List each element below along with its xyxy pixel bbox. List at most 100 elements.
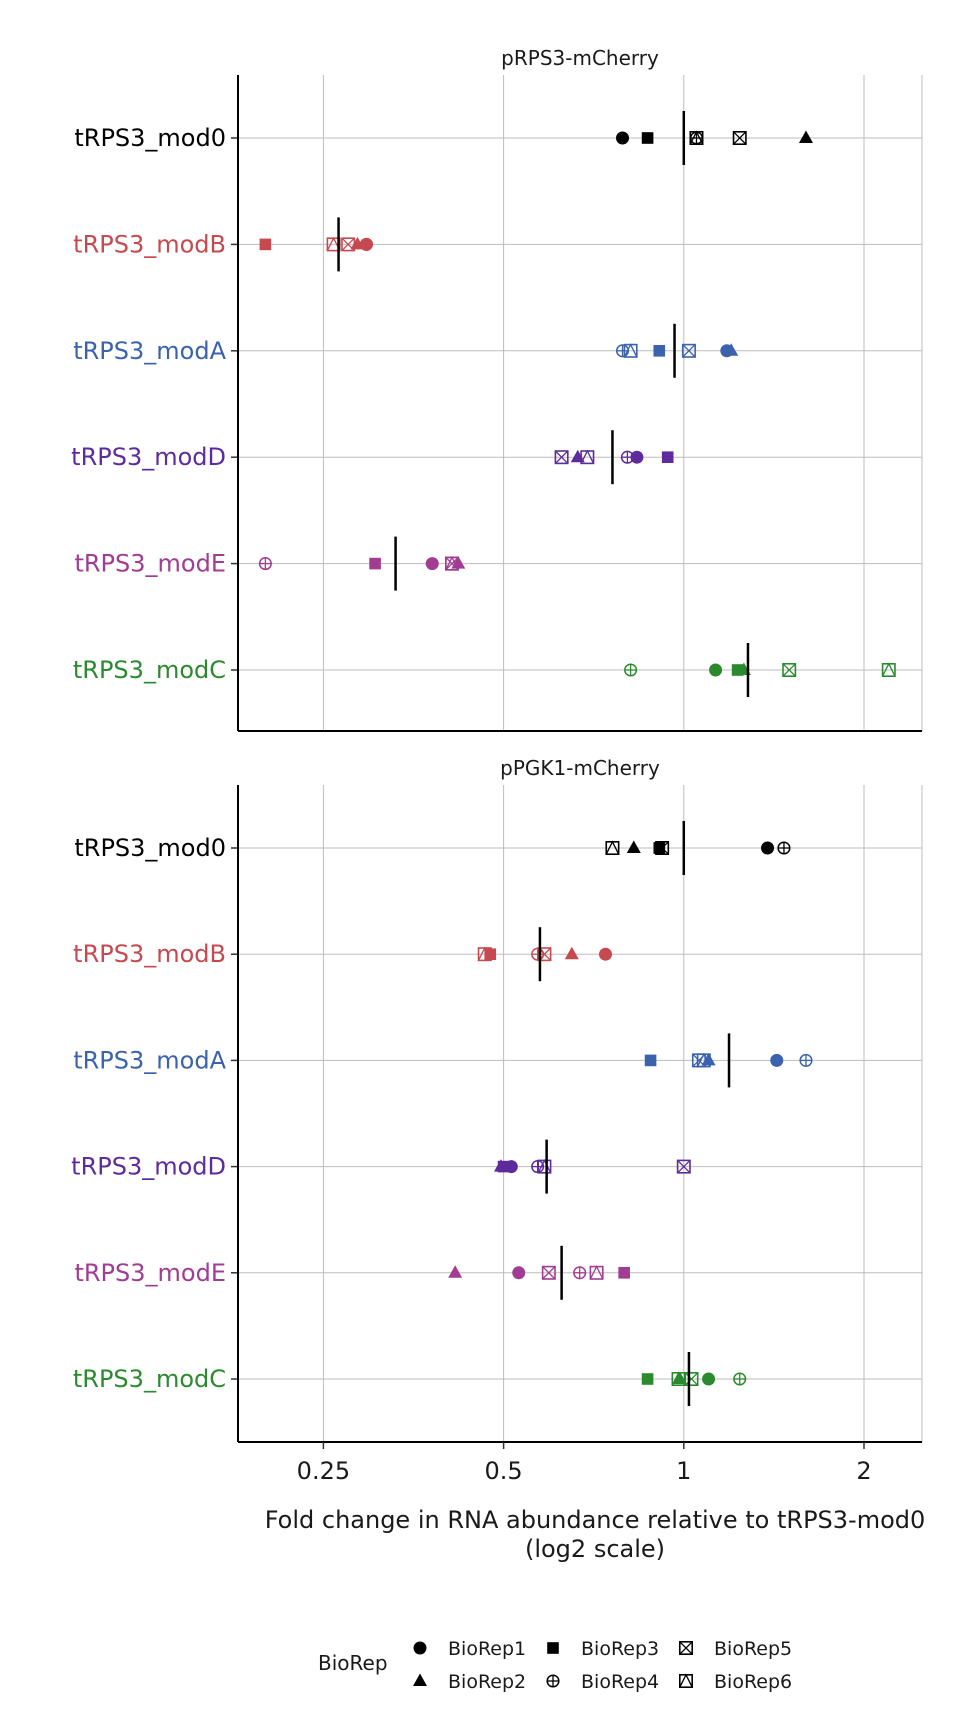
legend-item: BioRep1 xyxy=(413,1638,526,1660)
panel-1: pRPS3-mCherry tRPS3_mod0 tRPS3_modB tRPS3_m… xyxy=(71,46,923,732)
x-tick-label: 2 xyxy=(856,1457,871,1485)
y-tick-label: tRPS3_modE xyxy=(74,550,226,578)
y-tick-label: tRPS3_modB xyxy=(73,940,226,968)
data-row xyxy=(493,1139,691,1194)
data-point xyxy=(497,1160,510,1173)
data-point xyxy=(661,451,674,463)
y-tick-label: tRPS3_mod0 xyxy=(74,124,226,152)
legend-item: BioRep6 xyxy=(678,1671,792,1693)
x-tick-label: 1 xyxy=(676,1457,691,1485)
data-point xyxy=(512,1266,526,1280)
legend-key xyxy=(678,1641,693,1656)
data-point xyxy=(709,663,723,677)
data-point xyxy=(732,131,747,146)
data-point xyxy=(605,840,620,855)
data-point xyxy=(589,1265,604,1280)
legend-label: BioRep4 xyxy=(581,1671,659,1693)
data-point xyxy=(537,1158,552,1174)
y-tick-label: tRPS3_modA xyxy=(73,1046,226,1074)
legend-item: BioRep5 xyxy=(678,1638,792,1660)
data-point xyxy=(777,841,791,855)
data-point xyxy=(798,130,813,143)
data-point xyxy=(615,344,630,358)
data-point xyxy=(580,449,595,465)
data-point xyxy=(341,237,356,252)
data-row xyxy=(624,643,896,697)
data-point xyxy=(881,662,896,677)
y-tick-label: tRPS3_modC xyxy=(73,656,226,684)
data-point xyxy=(733,1372,747,1386)
y-tick-label: tRPS3_modD xyxy=(71,443,226,471)
x-axis-title: (log2 scale) xyxy=(525,1535,665,1563)
data-point xyxy=(623,343,638,358)
legend-key xyxy=(547,1642,559,1654)
x-axis-title: Fold change in RNA abundance relative to… xyxy=(265,1506,926,1534)
data-point xyxy=(616,131,630,145)
panel-2: pPGK1-mCherry tRPS3_mod0 tRPS3_modB tRPS3_m… xyxy=(71,756,923,1443)
data-point xyxy=(624,663,638,677)
legend: BioRep BioRep1 BioRep2 BioRep3 BioRep4 BioRep… xyxy=(318,1638,792,1693)
legend-item: BioRep2 xyxy=(413,1671,526,1693)
data-row xyxy=(477,927,613,982)
legend-key xyxy=(546,1674,560,1688)
data-point xyxy=(672,1371,687,1384)
x-tick-label: 0.5 xyxy=(485,1457,523,1485)
data-point xyxy=(626,840,641,853)
data-row xyxy=(641,1352,747,1406)
data-point xyxy=(761,841,775,855)
y-tick-label: tRPS3_modE xyxy=(74,1259,226,1287)
data-point xyxy=(644,1054,657,1067)
data-point xyxy=(599,947,613,961)
data-point xyxy=(671,1371,686,1387)
legend-label: BioRep5 xyxy=(714,1638,792,1660)
data-point xyxy=(620,450,634,464)
data-row xyxy=(615,323,739,378)
data-point xyxy=(653,842,666,854)
data-row xyxy=(605,821,791,875)
data-point xyxy=(618,1267,630,1279)
data-point xyxy=(445,555,460,571)
data-point xyxy=(573,1266,587,1280)
data-point xyxy=(630,450,644,464)
legend-label: BioRep1 xyxy=(448,1638,526,1660)
data-row xyxy=(259,217,373,272)
data-point xyxy=(676,1159,691,1174)
data-point xyxy=(554,450,569,465)
data-point xyxy=(369,557,381,570)
panel-title: pRPS3-mCherry xyxy=(501,46,659,70)
data-row xyxy=(616,111,813,165)
data-point xyxy=(696,1052,711,1068)
y-tick-label: tRPS3_modD xyxy=(71,1153,226,1181)
data-point xyxy=(689,131,704,145)
data-point xyxy=(782,662,797,677)
legend-label: BioRep6 xyxy=(714,1671,792,1693)
data-point xyxy=(425,557,439,571)
legend-key xyxy=(413,1641,427,1655)
legend-key xyxy=(413,1673,427,1686)
data-point xyxy=(258,557,272,571)
y-tick-label: tRPS3_mod0 xyxy=(74,834,226,862)
data-point xyxy=(653,345,666,357)
legend-label: BioRep2 xyxy=(448,1671,526,1693)
legend-item: BioRep3 xyxy=(547,1638,659,1660)
data-point xyxy=(359,237,373,251)
data-point xyxy=(655,840,670,855)
data-point xyxy=(641,132,654,144)
data-point xyxy=(702,1372,716,1386)
legend-item: BioRep4 xyxy=(546,1671,659,1693)
legend-key xyxy=(678,1673,693,1689)
data-point xyxy=(689,130,704,146)
data-row xyxy=(448,1245,630,1300)
data-point xyxy=(681,343,696,358)
y-tick-label: tRPS3_modB xyxy=(73,230,226,258)
data-point xyxy=(564,946,579,960)
data-row xyxy=(258,536,466,591)
data-point xyxy=(724,343,739,356)
data-point xyxy=(477,946,492,962)
y-tick-label: tRPS3_modA xyxy=(73,337,226,365)
data-row xyxy=(644,1033,813,1088)
data-point xyxy=(731,664,744,676)
data-point xyxy=(799,1053,813,1067)
legend-title: BioRep xyxy=(318,1651,388,1675)
data-point xyxy=(259,238,272,251)
